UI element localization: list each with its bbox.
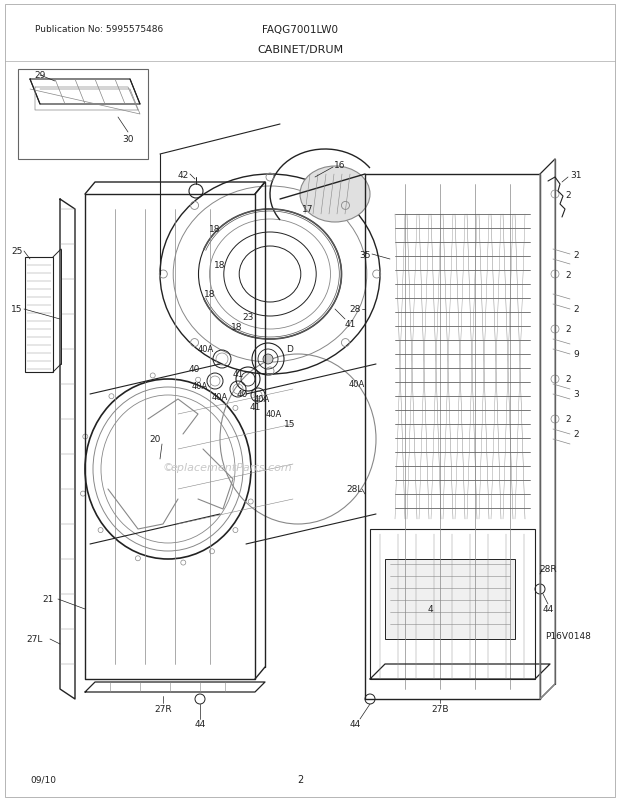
- Text: 29: 29: [34, 71, 46, 79]
- Text: 2: 2: [565, 415, 570, 424]
- Text: 31: 31: [570, 170, 582, 180]
- Text: 2: 2: [573, 250, 578, 259]
- Text: 2: 2: [565, 325, 570, 334]
- Text: 2: 2: [573, 305, 578, 314]
- Text: 28R: 28R: [539, 565, 557, 573]
- Text: 35: 35: [359, 250, 371, 259]
- Text: 27B: 27B: [432, 705, 449, 714]
- Text: 40A: 40A: [254, 395, 270, 404]
- Text: ©: ©: [162, 463, 173, 472]
- Text: 15: 15: [284, 420, 296, 429]
- Text: 41: 41: [344, 320, 356, 329]
- Text: 23: 23: [242, 313, 254, 322]
- Text: 27L: 27L: [27, 634, 43, 644]
- Text: 44: 44: [350, 719, 361, 728]
- Bar: [25, 257, 53, 373]
- Text: 18: 18: [215, 260, 226, 269]
- Text: 2: 2: [565, 270, 570, 279]
- Text: 15: 15: [11, 305, 23, 314]
- Text: 28L: 28L: [347, 485, 363, 494]
- Text: 16: 16: [334, 160, 346, 169]
- Text: 40A: 40A: [266, 410, 282, 419]
- Text: eplacementParts.com: eplacementParts.com: [170, 463, 292, 472]
- Text: 44: 44: [195, 719, 206, 728]
- Text: 17: 17: [302, 205, 314, 214]
- Text: 9: 9: [573, 350, 578, 359]
- Text: 40A: 40A: [198, 345, 214, 354]
- Bar: [370, 529, 535, 679]
- Text: 2: 2: [565, 190, 570, 199]
- Text: 28: 28: [349, 305, 361, 314]
- Text: 2: 2: [565, 375, 570, 384]
- Text: 3: 3: [573, 390, 578, 399]
- Text: 25: 25: [11, 247, 23, 256]
- Text: 40: 40: [188, 365, 200, 374]
- Text: FAQG7001LW0: FAQG7001LW0: [262, 25, 338, 35]
- Ellipse shape: [263, 354, 273, 365]
- Text: 41: 41: [249, 403, 260, 412]
- Text: 30: 30: [122, 136, 134, 144]
- Text: 09/10: 09/10: [30, 775, 56, 784]
- Text: 2: 2: [573, 430, 578, 439]
- Text: 2: 2: [297, 774, 303, 784]
- Ellipse shape: [300, 167, 370, 223]
- Text: D: D: [286, 345, 293, 354]
- Text: 44: 44: [542, 605, 554, 614]
- Text: 18: 18: [231, 323, 243, 332]
- Bar: [18, 70, 148, 160]
- Text: 40A: 40A: [192, 382, 208, 391]
- Text: 21: 21: [42, 595, 54, 604]
- Text: 40A: 40A: [349, 380, 365, 389]
- Text: 41: 41: [232, 370, 244, 379]
- Text: 40A: 40A: [212, 393, 228, 402]
- Text: 20: 20: [149, 435, 161, 444]
- Text: Publication No: 5995575486: Publication No: 5995575486: [35, 26, 163, 34]
- Text: 18: 18: [209, 225, 221, 234]
- Text: 42: 42: [177, 170, 188, 180]
- Text: 40: 40: [236, 390, 247, 399]
- Bar: [385, 559, 515, 639]
- Text: 4: 4: [427, 605, 433, 614]
- Text: 18: 18: [204, 290, 216, 299]
- Text: CABINET/DRUM: CABINET/DRUM: [257, 45, 343, 55]
- Text: P16V0148: P16V0148: [545, 632, 591, 641]
- Text: 27R: 27R: [154, 705, 172, 714]
